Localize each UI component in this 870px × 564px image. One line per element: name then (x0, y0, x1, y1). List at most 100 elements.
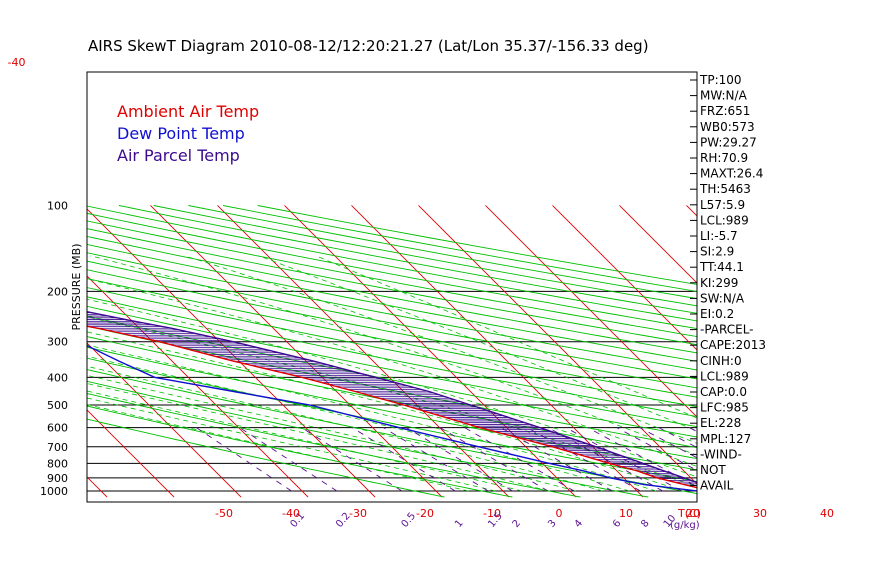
moist-adiabat-line (87, 390, 523, 492)
pressure-tick-label: 300 (47, 336, 68, 349)
stability-index-label: AVAIL (700, 479, 734, 493)
mixing-ratio-label: 1 (453, 518, 466, 530)
series-line (87, 310, 697, 484)
moist-adiabat-line (87, 397, 496, 492)
mixing-ratio-line (406, 427, 513, 492)
isotherm-line (552, 205, 697, 351)
mixing-ratio-line (196, 427, 292, 492)
stability-index-label: EL:228 (700, 416, 741, 430)
dry-adiabat-line (87, 269, 697, 389)
isotherm-line (87, 275, 309, 498)
moist-adiabat-line (87, 298, 697, 478)
dry-adiabat-line (87, 393, 581, 498)
stability-index-label: -WIND- (700, 447, 742, 461)
mixing-ratio-label: 4 (573, 518, 586, 530)
bottom-temp-tick-label: 20 (686, 507, 700, 520)
pressure-tick-label: 400 (47, 371, 68, 384)
dry-adiabat-line (87, 418, 445, 498)
mixing-ratio-line (439, 427, 549, 492)
stability-index-label: RH:70.9 (700, 151, 748, 165)
moist-adiabat-line (87, 344, 657, 492)
isotherm-line (351, 205, 644, 498)
bottom-temp-tick-label: 10 (619, 507, 633, 520)
dry-adiabat-line (87, 220, 697, 338)
stability-index-label: LI:-5.7 (700, 229, 738, 243)
mixing-ratio-line (351, 427, 456, 492)
mixing-ratio-line (587, 427, 697, 488)
stability-index-label: NOT (700, 463, 726, 477)
bottom-temp-tick-label: 40 (820, 507, 834, 520)
stability-index-label: CINH:0 (700, 354, 742, 368)
legend-entry: Dew Point Temp (117, 124, 245, 143)
isotherm-line (87, 342, 242, 498)
mixing-ratio-line (500, 427, 613, 492)
bottom-temp-tick-label: -30 (349, 507, 367, 520)
stability-index-label: CAP:0.0 (700, 385, 747, 399)
moist-adiabat-line (87, 374, 576, 492)
plot-frame (86, 71, 698, 503)
dry-adiabat-line (87, 212, 697, 330)
pressure-tick-label: 100 (47, 199, 68, 212)
stability-index-label: EI:0.2 (700, 307, 734, 321)
stability-index-label: MPL:127 (700, 432, 751, 446)
mixing-ratio-unit: (g/kg) (670, 520, 700, 531)
mixing-ratio-line (301, 427, 403, 492)
moist-adiabat-line (87, 404, 469, 492)
moist-adiabat-line (258, 255, 697, 432)
series-line (87, 344, 697, 492)
dry-adiabat-line (87, 235, 697, 354)
isotherm-line (284, 205, 577, 498)
dry-adiabat-line (87, 346, 697, 471)
bottom-temp-tick-label: -10 (483, 507, 501, 520)
dry-adiabat-line (87, 405, 513, 498)
isotherm-line (87, 409, 175, 498)
moist-adiabat-line (90, 255, 697, 456)
isotherm-line (619, 205, 697, 284)
top-temp-tick-label: -40 (7, 56, 25, 69)
pressure-tick-label: 600 (47, 422, 68, 435)
stability-index-label: MAXT:26.4 (700, 167, 763, 181)
mixing-ratio-line (464, 427, 575, 492)
moist-adiabat-line (87, 365, 603, 492)
dry-adiabat-line (87, 278, 697, 398)
stability-index-label: -PARCEL- (700, 323, 754, 337)
stability-index-label: WB0:573 (700, 120, 755, 134)
pressure-tick-label: 700 (47, 441, 68, 454)
moist-adiabat-line (87, 331, 684, 492)
stability-index-label: TH:5463 (699, 182, 751, 196)
bottom-temp-tick-label: -40 (282, 507, 300, 520)
mixing-ratio-line (239, 427, 338, 492)
mixing-ratio-label: 2 (511, 518, 524, 530)
moist-adiabat-line (315, 255, 697, 419)
dry-adiabat-line (87, 325, 697, 449)
isotherm-line (485, 205, 697, 418)
stability-index-label: LCL:989 (700, 213, 749, 227)
bottom-temp-tick-label: 0 (556, 507, 563, 520)
pressure-tick-label: 200 (47, 285, 68, 298)
dry-adiabat-line (87, 228, 697, 346)
pressure-tick-label: 900 (47, 472, 68, 485)
bottom-temp-tick-label: 30 (753, 507, 767, 520)
stability-index-label: FRZ:651 (700, 104, 750, 118)
isotherm-line (418, 205, 697, 485)
dry-adiabat-line (87, 380, 649, 498)
dry-adiabat-line (87, 252, 697, 371)
pressure-tick-label: 800 (47, 457, 68, 470)
legend-entry: Ambient Air Temp (117, 102, 259, 121)
stability-index-label: CAPE:2013 (700, 338, 766, 352)
dry-adiabat-line (87, 287, 697, 408)
stability-index-label: LFC:985 (700, 401, 749, 415)
moist-adiabat-line (87, 383, 549, 492)
mixing-ratio-line (639, 427, 697, 459)
dry-adiabat-line (87, 260, 697, 380)
stability-index-label: TT:44.1 (699, 260, 744, 274)
pressure-tick-label: 500 (47, 399, 68, 412)
stability-index-label: LCL:989 (700, 369, 749, 383)
mixing-ratio-line (616, 427, 697, 471)
stability-index-label: SW:N/A (700, 291, 745, 305)
y-axis-label: PRESSURE (MB) (70, 244, 83, 331)
mixing-ratio-label: 8 (639, 518, 652, 530)
pressure-tick-label: 1000 (40, 485, 68, 498)
